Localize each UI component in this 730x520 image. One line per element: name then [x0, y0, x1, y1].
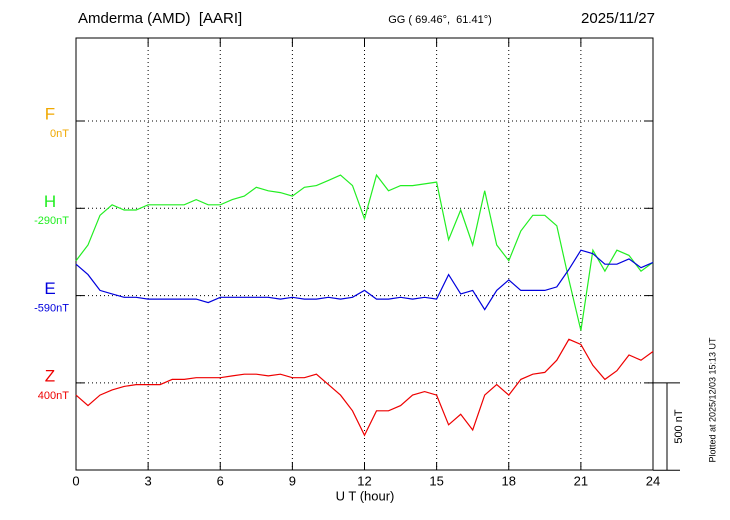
series-name: E — [44, 279, 55, 298]
baseline-label: -290nT — [34, 215, 69, 227]
footnote: Plotted at 2025/12/03 15:13 UT — [707, 337, 717, 463]
x-tick-label: 21 — [574, 473, 588, 488]
x-tick-label: 24 — [646, 473, 660, 488]
x-tick-label: 6 — [217, 473, 224, 488]
baseline-label: -590nT — [34, 303, 69, 315]
x-tick-label: 18 — [502, 473, 516, 488]
trace — [75, 249, 654, 311]
trace — [75, 173, 654, 331]
x-tick-label: 15 — [429, 473, 443, 488]
series-name: H — [44, 192, 56, 211]
trace — [75, 338, 654, 437]
x-tick-label: 9 — [289, 473, 296, 488]
x-tick-label: 12 — [357, 473, 371, 488]
x-axis-label: U T (hour) — [336, 488, 395, 503]
series-name: F — [45, 104, 55, 123]
scale-bar-label: 500 nT — [673, 409, 685, 444]
series-name: Z — [45, 366, 55, 385]
chart-date: 2025/11/27 — [581, 10, 655, 27]
baseline-label: 0nT — [50, 128, 69, 140]
x-tick-label: 3 — [145, 473, 152, 488]
x-tick-label: 0 — [72, 473, 79, 488]
baseline-label: 400nT — [38, 390, 69, 402]
chart-title: Amderma (AMD) [AARI] — [78, 10, 242, 27]
chart-subtitle: GG ( 69.46°, 61.41°) — [388, 14, 492, 26]
